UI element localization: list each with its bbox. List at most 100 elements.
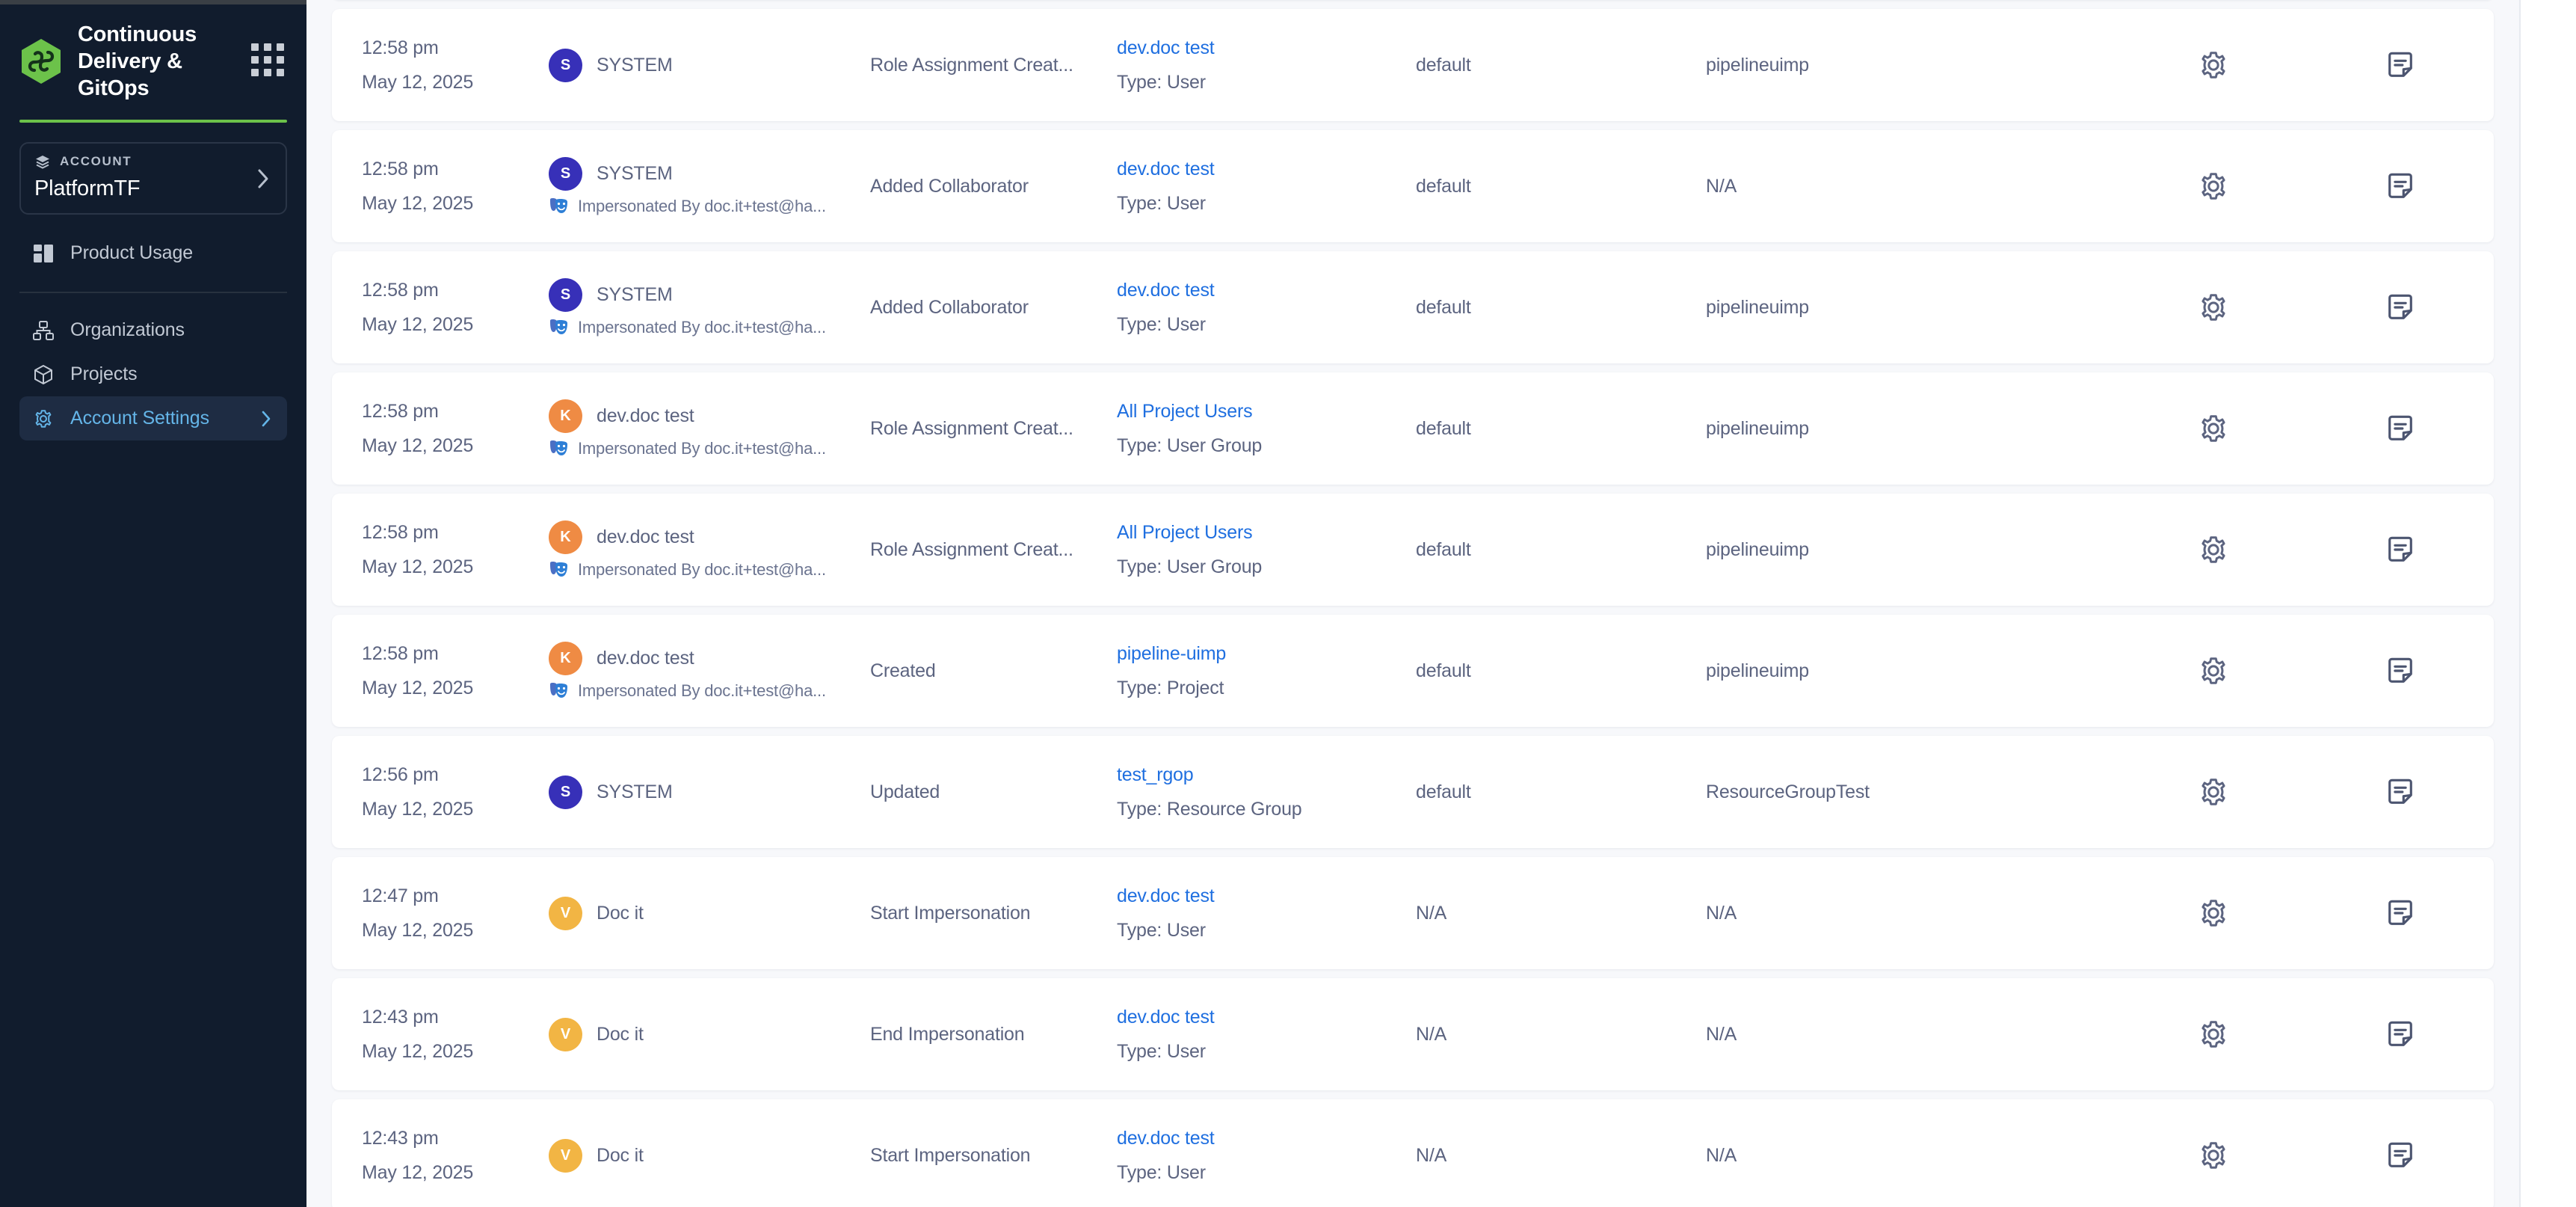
row-action: Start Impersonation [870,902,1031,924]
gear-icon[interactable] [2197,412,2230,445]
note-icon[interactable] [2384,1139,2417,1172]
row-user: V Doc it [549,896,870,930]
table-row[interactable]: 12:58 pm May 12, 2025 K dev.doc test [332,372,2494,485]
row-timestamp: 12:56 pm May 12, 2025 [332,758,549,826]
row-organization: default [1416,781,1471,802]
brand-title: Continuous Delivery & GitOps [78,22,197,100]
sidebar-item-account-settings[interactable]: Account Settings [19,396,287,440]
sidebar-item-projects[interactable]: Projects [19,352,287,396]
row-timestamp: 12:58 pm May 12, 2025 [332,636,549,705]
resource-link[interactable]: All Project Users [1117,401,1253,422]
gear-icon[interactable] [2197,291,2230,324]
row-date: May 12, 2025 [362,1162,474,1183]
table-row[interactable]: 12:43 pm May 12, 2025 V Doc it End Imper… [332,978,2494,1090]
table-row[interactable]: 12:58 pm May 12, 2025 S SYSTEM [332,130,2494,242]
account-name: PlatformTF [34,176,141,200]
gear-icon[interactable] [2197,897,2230,930]
row-organization: default [1416,54,1471,76]
row-resource: All Project Users Type: User Group [1117,515,1416,584]
gear-icon[interactable] [2197,170,2230,203]
row-settings-cell [2120,291,2307,324]
resource-link[interactable]: All Project Users [1117,522,1253,543]
note-icon[interactable] [2384,654,2417,687]
row-resource: dev.doc test Type: User [1117,1000,1416,1069]
resource-link[interactable]: dev.doc test [1117,37,1215,58]
row-date: May 12, 2025 [362,920,474,941]
row-timestamp: 12:58 pm May 12, 2025 [332,31,549,99]
account-selector[interactable]: ACCOUNT PlatformTF [19,142,287,215]
gear-icon[interactable] [2197,1018,2230,1051]
impersonation-note: Impersonated By doc.it+test@ha... [549,197,870,216]
theater-masks-icon [549,560,570,579]
resource-type: Type: User [1117,1162,1206,1183]
gear-icon[interactable] [2197,776,2230,808]
row-user-name: Doc it [597,902,644,924]
row-user: S SYSTEM [549,775,870,809]
resource-link[interactable]: dev.doc test [1117,1128,1215,1149]
avatar: V [549,896,582,930]
row-resource: pipeline-uimp Type: Project [1117,636,1416,705]
row-user: S SYSTEM Impe [549,156,870,216]
table-row[interactable]: 12:58 pm May 12, 2025 K dev.doc test [332,494,2494,606]
note-icon[interactable] [2384,1018,2417,1051]
row-details-cell [2307,412,2494,445]
avatar: V [549,1017,582,1051]
row-user-name: SYSTEM [597,283,673,305]
gear-icon[interactable] [2197,533,2230,566]
row-details-cell [2307,897,2494,930]
table-row[interactable]: 12:58 pm May 12, 2025 S SYSTEM Role Assi… [332,9,2494,121]
note-icon[interactable] [2384,291,2417,324]
row-details-cell [2307,1139,2494,1172]
resource-link[interactable]: dev.doc test [1117,885,1215,906]
row-settings-cell [2120,49,2307,82]
resource-link[interactable]: pipeline-uimp [1117,643,1227,664]
row-project: N/A [1706,1023,1737,1045]
row-user: V Doc it [549,1138,870,1173]
table-row[interactable]: 12:43 pm May 12, 2025 V Doc it Start Imp… [332,1099,2494,1207]
avatar: S [549,775,582,809]
row-time: 12:58 pm [362,280,439,301]
sidebar-item-organizations[interactable]: Organizations [19,308,287,352]
resource-type: Type: User Group [1117,435,1263,456]
table-row[interactable]: 12:58 pm May 12, 2025 K dev.doc test [332,615,2494,727]
row-timestamp: 12:58 pm May 12, 2025 [332,394,549,463]
audit-trail-list[interactable]: 12:58 pm May 12, 2025 S SYSTEM Role Assi… [306,0,2519,1207]
row-user-name: dev.doc test [597,526,694,547]
gear-icon[interactable] [2197,49,2230,82]
row-action: Role Assignment Creat... [870,54,1073,76]
row-settings-cell [2120,1018,2307,1051]
sidebar-nav: Product Usage Organizations [0,231,306,440]
note-icon[interactable] [2384,533,2417,566]
row-action: Start Impersonation [870,1144,1031,1166]
table-row[interactable]: 12:47 pm May 12, 2025 V Doc it Start Imp… [332,857,2494,969]
note-icon[interactable] [2384,49,2417,82]
resource-link[interactable]: dev.doc test [1117,159,1215,179]
row-settings-cell [2120,1139,2307,1172]
row-organization: N/A [1416,1023,1447,1045]
row-resource: dev.doc test Type: User [1117,152,1416,221]
resource-link[interactable]: dev.doc test [1117,1007,1215,1028]
row-user-name: SYSTEM [597,54,673,76]
table-row[interactable]: 12:58 pm May 12, 2025 S SYSTEM [332,251,2494,363]
sidebar-item-product-usage[interactable]: Product Usage [19,231,287,275]
row-action: Added Collaborator [870,175,1029,197]
gear-icon[interactable] [2197,654,2230,687]
account-label: ACCOUNT [60,154,132,168]
row-project: pipelineuimp [1706,54,1809,76]
row-project: pipelineuimp [1706,538,1809,560]
row-details-cell [2307,1018,2494,1051]
app-grid-icon[interactable] [251,43,284,76]
resource-link[interactable]: test_rgop [1117,764,1194,785]
gear-icon[interactable] [2197,1139,2230,1172]
cube-icon [33,364,54,385]
note-icon[interactable] [2384,897,2417,930]
row-action: Added Collaborator [870,296,1029,318]
resource-link[interactable]: dev.doc test [1117,280,1215,301]
note-icon[interactable] [2384,170,2417,203]
row-user-name: SYSTEM [597,162,673,184]
table-row[interactable]: 12:56 pm May 12, 2025 S SYSTEM Updated t… [332,736,2494,848]
note-icon[interactable] [2384,412,2417,445]
note-icon[interactable] [2384,776,2417,808]
row-date: May 12, 2025 [362,193,474,214]
row-user: V Doc it [549,1017,870,1051]
